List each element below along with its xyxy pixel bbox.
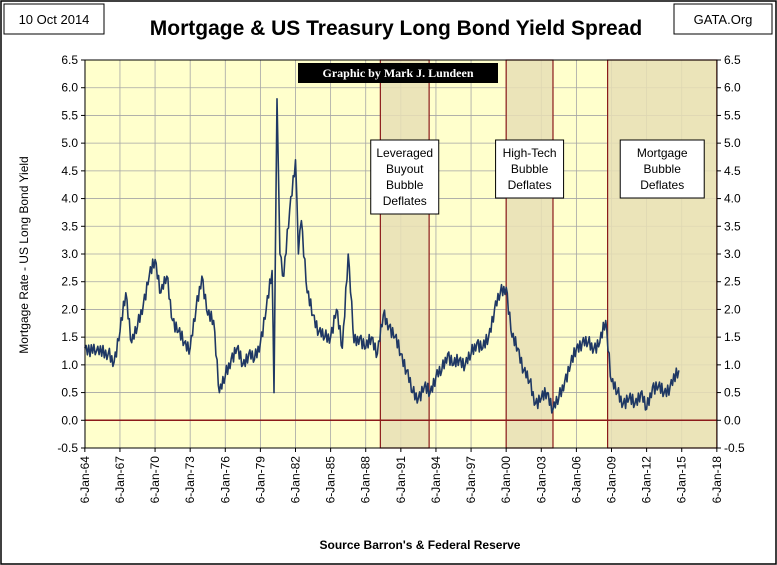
- series-line-spread: [84, 98, 680, 414]
- x-tick-label: 6-Jan-79: [253, 456, 267, 504]
- y-tick-label: 5.5: [61, 108, 78, 122]
- credit-label: Graphic by Mark J. Lundeen: [322, 66, 473, 80]
- annotation-label: Bubble: [386, 178, 424, 192]
- y-tick-label-right: 4.5: [724, 164, 741, 178]
- x-tick-label: 6-Jan-85: [324, 456, 338, 504]
- annotation-labels: Leveraged Buyout Bubble Deflates High-Tech Bu…: [370, 139, 705, 215]
- annotation-label: Bubble: [644, 162, 682, 176]
- annotation-label: Deflates: [640, 178, 684, 192]
- y-tick-label: 2.0: [61, 302, 78, 316]
- x-tick-label: 6-Jan-09: [605, 456, 619, 504]
- y-axis-right: -0.5 0.0 0.5 1.0 1.5 2.0 2.5 3.0 3.5 4.0 4.5 5.0 5.5…: [717, 53, 745, 455]
- annotation-band: [379, 59, 430, 449]
- x-tick-label: 6-Jan-82: [289, 456, 303, 504]
- y-tick-label: 0.5: [61, 386, 78, 400]
- y-tick-label: 4.0: [61, 192, 78, 206]
- x-tick-label: 6-Jan-67: [113, 456, 127, 504]
- y-tick-label: 4.5: [61, 164, 78, 178]
- y-axis-label: Mortgage Rate - US Long Bond Yield: [17, 156, 31, 353]
- y-tick-label-right: 5.0: [724, 136, 741, 150]
- x-tick-label: 6-Jan-06: [569, 456, 583, 504]
- source-label: GATA.Org: [694, 12, 753, 27]
- x-tick-label: 6-Jan-64: [78, 456, 92, 504]
- x-axis-label: Source Barron's & Federal Reserve: [320, 538, 521, 552]
- annotation-label: Buyout: [386, 162, 424, 176]
- x-tick-label: 6-Jan-76: [218, 456, 232, 504]
- y-tick-label: 1.5: [61, 330, 78, 344]
- annotation-label: Deflates: [383, 194, 427, 208]
- x-tick-label: 6-Jan-88: [359, 456, 373, 504]
- y-tick-label-right: -0.5: [724, 441, 745, 455]
- chart-title: Mortgage & US Treasury Long Bond Yield S…: [150, 17, 642, 40]
- y-tick-label: 6.0: [61, 81, 78, 95]
- x-tick-label: 6-Jan-03: [534, 456, 548, 504]
- y-tick-label: 6.5: [61, 53, 78, 67]
- y-tick-label: 0.0: [61, 413, 78, 427]
- y-tick-label-right: 0.0: [724, 413, 741, 427]
- y-tick-label: 2.5: [61, 275, 78, 289]
- x-tick-label: 6-Jan-73: [183, 456, 197, 504]
- y-tick-label: 3.0: [61, 247, 78, 261]
- y-tick-label-right: 6.5: [724, 53, 741, 67]
- x-tick-label: 6-Jan-12: [640, 456, 654, 504]
- date-label: 10 Oct 2014: [19, 12, 90, 27]
- y-tick-label-right: 3.0: [724, 247, 741, 261]
- y-tick-label-right: 6.0: [724, 81, 741, 95]
- y-tick-label-right: 1.0: [724, 358, 741, 372]
- annotation-box: [370, 139, 440, 215]
- y-axis-left: -0.5 0.0 0.5 1.0 1.5 2.0 2.5 3.0 3.5 4.0 4.5 5.0 5.5…: [57, 53, 85, 455]
- x-tick-label: 6-Jan-15: [675, 456, 689, 504]
- x-axis: 6-Jan-64 6-Jan-67 6-Jan-70 6-Jan-73 6-Jan-76…: [78, 448, 724, 503]
- annotation-label: Bubble: [511, 162, 549, 176]
- annotation-box: [495, 139, 565, 199]
- annotation-label: Leveraged: [376, 146, 433, 160]
- annotation-label: High-Tech: [503, 146, 557, 160]
- annotation-label: Deflates: [508, 178, 552, 192]
- y-tick-label-right: 3.5: [724, 219, 741, 233]
- annotation-box: [619, 139, 705, 199]
- x-tick-label: 6-Jan-94: [429, 456, 443, 504]
- x-tick-label: 6-Jan-18: [710, 456, 724, 504]
- date-box: [3, 3, 105, 35]
- y-tick-label-right: 5.5: [724, 108, 741, 122]
- annotation-band: [505, 59, 554, 449]
- credit-box: [298, 63, 498, 83]
- y-tick-label-right: 0.5: [724, 386, 741, 400]
- y-tick-label: 3.5: [61, 219, 78, 233]
- x-tick-label: 6-Jan-97: [464, 456, 478, 504]
- x-tick-label: 6-Jan-70: [148, 456, 162, 504]
- y-tick-label-right: 2.0: [724, 302, 741, 316]
- x-tick-label: 6-Jan-00: [499, 456, 513, 504]
- annotation-label: Mortgage: [637, 146, 688, 160]
- y-tick-label-right: 1.5: [724, 330, 741, 344]
- y-tick-label-right: 4.0: [724, 192, 741, 206]
- y-tick-label-right: 2.5: [724, 275, 741, 289]
- x-tick-label: 6-Jan-91: [394, 456, 408, 504]
- y-tick-label: -0.5: [57, 441, 78, 455]
- y-tick-label: 1.0: [61, 358, 78, 372]
- source-box: [673, 3, 773, 35]
- y-tick-label: 5.0: [61, 136, 78, 150]
